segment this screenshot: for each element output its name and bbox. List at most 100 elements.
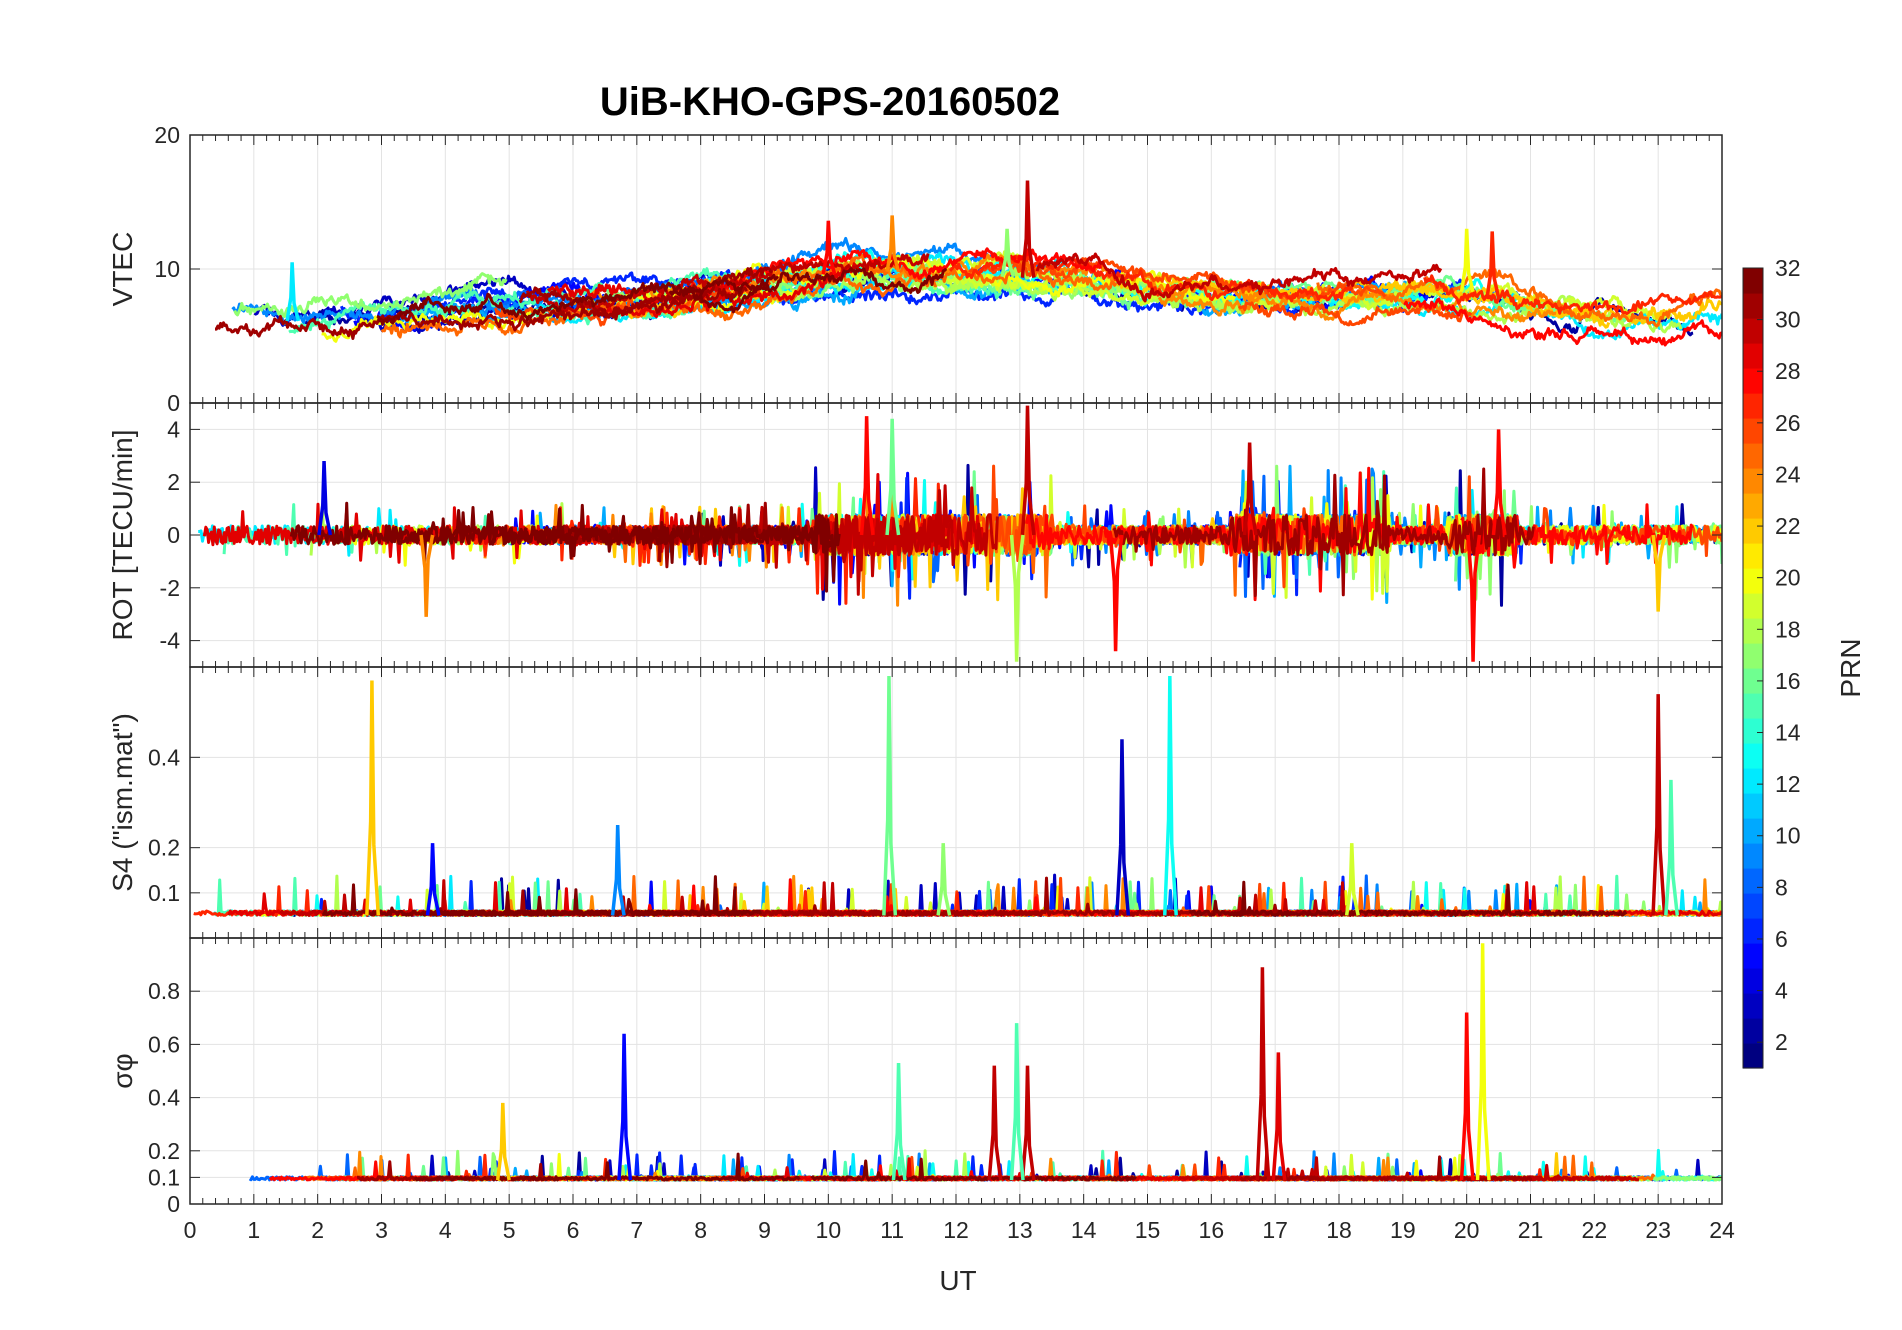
spike-prn-12	[285, 262, 301, 322]
colorbar-segment	[1743, 1018, 1763, 1044]
x-tick-label: 11	[880, 1217, 904, 1243]
y-tick-label: 0.4	[148, 744, 180, 770]
colorbar-segment	[1743, 993, 1763, 1019]
x-tick-label: 4	[439, 1217, 452, 1243]
spike-prn-30	[1255, 967, 1271, 1181]
spike-prn-9	[610, 825, 626, 916]
colorbar-segment	[1743, 293, 1763, 319]
colorbar-segment	[1743, 493, 1763, 519]
x-tick-label: 16	[1199, 1217, 1225, 1243]
y-tick-label: 0	[167, 1191, 180, 1217]
colorbar-segment	[1743, 918, 1763, 944]
x-tick-label: 6	[567, 1217, 580, 1243]
colorbar-segment	[1743, 568, 1763, 594]
x-tick-label: 21	[1518, 1217, 1544, 1243]
y-tick-label: -2	[160, 575, 180, 601]
x-tick-label: 22	[1582, 1217, 1608, 1243]
spike-prn-28	[1491, 429, 1507, 536]
colorbar-segment	[1743, 893, 1763, 919]
spike-prn-30	[1242, 442, 1258, 536]
spike-prn-24	[885, 215, 901, 273]
spike-prn-15	[1664, 779, 1680, 916]
panel-s4: 0.1 0.2 0.4 S4 ("ism.mat")	[107, 666, 1723, 939]
colorbar-tick-label: 14	[1775, 720, 1801, 746]
colorbar-segment	[1743, 368, 1763, 394]
spike-prn-30	[1020, 1065, 1036, 1181]
spike-prn-17	[936, 843, 952, 916]
spike-prn-30	[1020, 405, 1036, 536]
spike-prn-5	[617, 1033, 633, 1181]
colorbar-segment	[1743, 818, 1763, 844]
spike-prn-22	[495, 1102, 511, 1181]
series-line-prn-31	[214, 286, 748, 340]
spike-prn-18	[1009, 534, 1025, 662]
series-line-prn-30	[1233, 1150, 1640, 1182]
spike-prn-16	[882, 676, 898, 916]
series-line-prn-27	[1423, 274, 1722, 315]
colorbar-segment	[1743, 668, 1763, 694]
colorbar-segment	[1743, 868, 1763, 894]
x-tick-label: 20	[1454, 1217, 1480, 1243]
x-tick-label: 15	[1135, 1217, 1161, 1243]
x-tick-label: 18	[1326, 1217, 1352, 1243]
y-tick-label: 0	[167, 522, 180, 548]
series-line-prn-32	[414, 1152, 801, 1182]
panel-rot: -4 -2 0 2 4 ROT [TECU/min]	[107, 402, 1723, 668]
spike-prn-28	[1466, 534, 1482, 662]
colorbar-segment	[1743, 693, 1763, 719]
x-tick-label: 0	[184, 1217, 197, 1243]
colorbar-segment	[1743, 518, 1763, 544]
y-tick-label: 0.8	[148, 978, 180, 1004]
series-group	[198, 405, 1722, 662]
x-tick-label: 12	[943, 1217, 969, 1243]
colorbar-segment	[1743, 593, 1763, 619]
spike-prn-28	[1108, 534, 1124, 652]
colorbar-segment	[1743, 718, 1763, 744]
colorbar-segment	[1743, 468, 1763, 494]
x-tick-label: 7	[630, 1217, 643, 1243]
series-line-prn-26	[1238, 301, 1473, 327]
series-line-prn-32	[668, 267, 948, 314]
colorbar-segment	[1743, 393, 1763, 419]
series-line-prn-31	[1239, 1155, 1533, 1182]
series-line-prn-19	[943, 273, 1168, 307]
chart-title: UiB-KHO-GPS-20160502	[600, 80, 1060, 124]
spike-prn-28	[859, 416, 875, 536]
series-line-prn-32	[289, 501, 841, 593]
series-line-prn-31	[518, 266, 773, 321]
spike-prn-22	[365, 680, 381, 916]
y-tick-label: 4	[167, 416, 180, 442]
y-tick-label: 0.2	[148, 835, 180, 861]
y-tick-label: 0	[167, 390, 180, 416]
spike-prn-30	[1020, 180, 1036, 278]
spike-prn-29	[1271, 1052, 1287, 1181]
x-tick-label: 13	[1007, 1217, 1033, 1243]
series-group	[193, 676, 1722, 917]
spike-prn-30	[1651, 694, 1667, 916]
series-group	[248, 943, 1722, 1182]
y-tick-label: 0.4	[148, 1085, 180, 1111]
spike-prn-4	[317, 461, 333, 536]
y-tick-label: 0.2	[148, 1138, 180, 1164]
spike-prn-5	[425, 843, 441, 916]
colorbar-segment	[1743, 418, 1763, 444]
spike-prn-28	[1459, 1012, 1475, 1181]
spike-prn-17	[1000, 228, 1016, 278]
colorbar-frame	[1742, 267, 1764, 1069]
colorbar-tick-label: 4	[1775, 978, 1788, 1004]
x-tick-label: 8	[694, 1217, 707, 1243]
spike-prn-13	[1162, 676, 1178, 916]
series-line-prn-30	[1035, 252, 1443, 303]
spike-prn-24	[419, 534, 435, 617]
colorbar-tick-label: 32	[1775, 255, 1801, 281]
spike-prn-20	[1475, 943, 1491, 1181]
x-tick-label: 10	[816, 1217, 842, 1243]
colorbar-segment	[1743, 443, 1763, 469]
spike-prn-15	[891, 1062, 907, 1181]
x-tick-label: 24	[1709, 1217, 1735, 1243]
y-axis-label: σφ	[107, 1053, 138, 1088]
y-tick-label: 0.1	[148, 1164, 180, 1190]
